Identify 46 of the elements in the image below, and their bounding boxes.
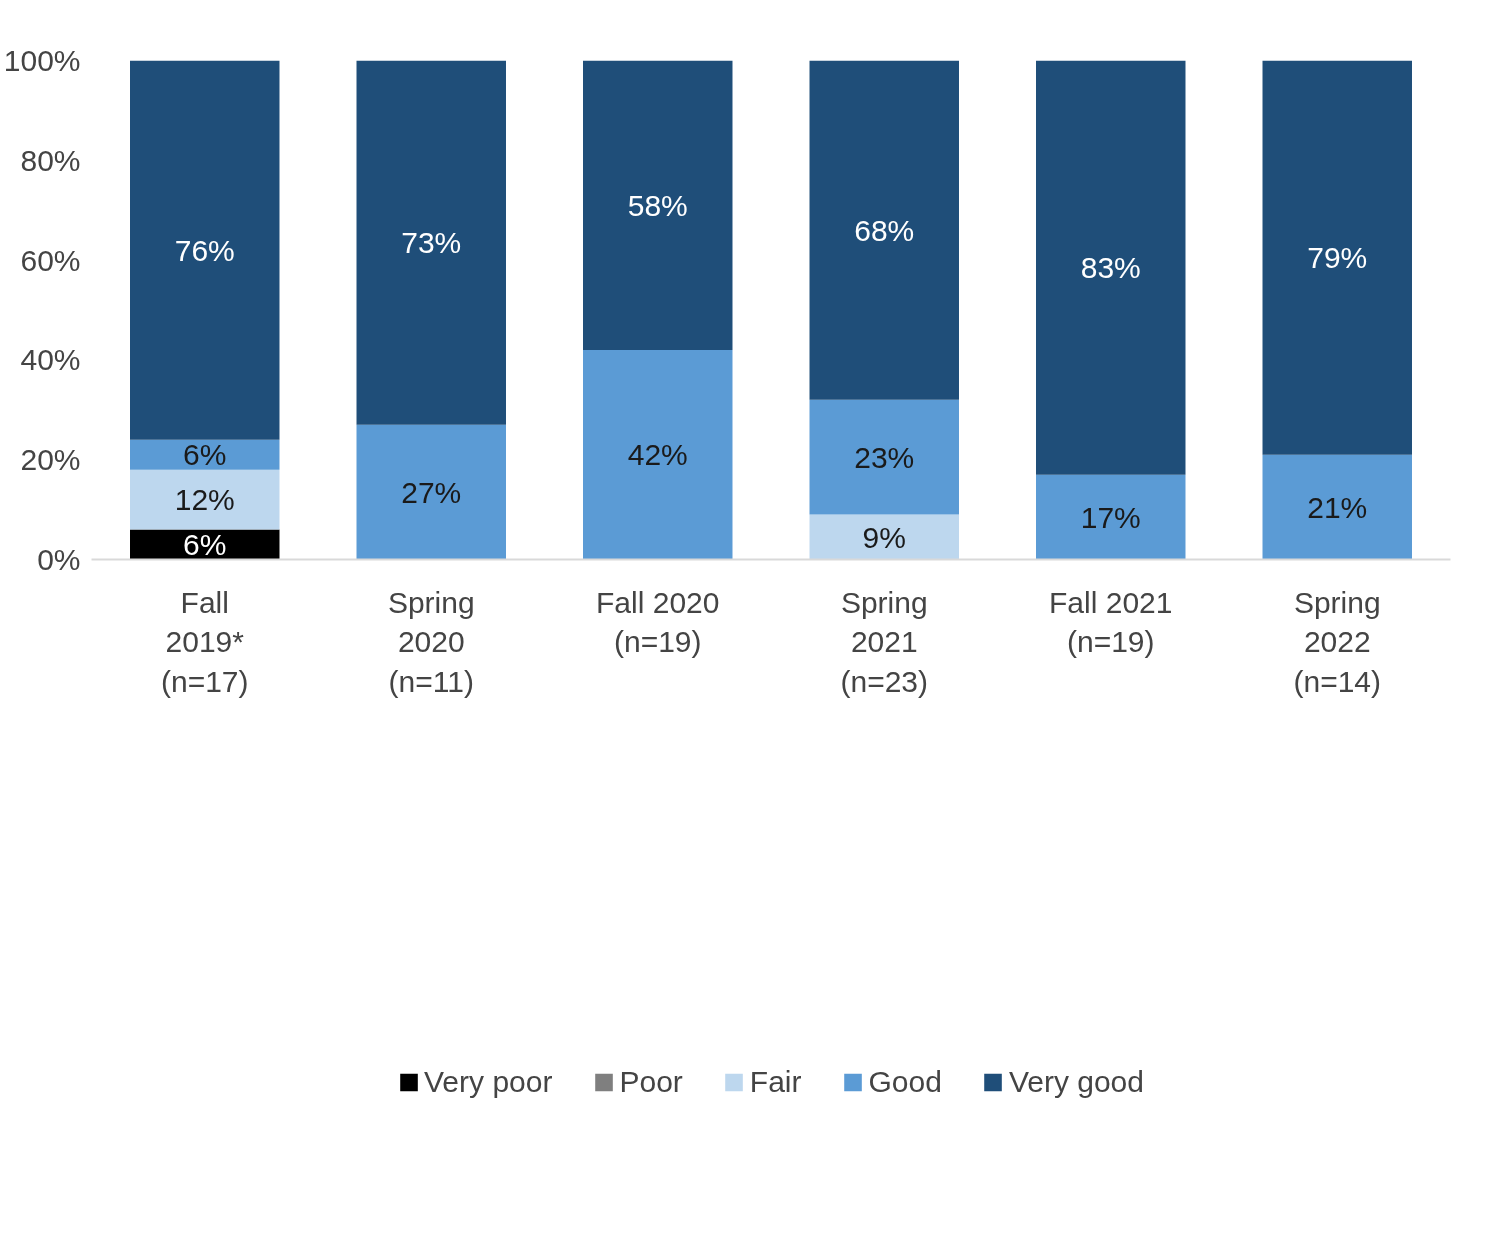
bar (1262, 60, 1412, 455)
y-tick-label: 80% (20, 143, 81, 177)
data-label: 68% (854, 213, 915, 247)
legend-label: Poor (619, 1064, 683, 1099)
legend-label: Very good (1008, 1064, 1144, 1099)
data-label: 76% (174, 233, 235, 267)
data-label: 17% (1080, 500, 1141, 534)
data-label: 83% (1080, 251, 1141, 285)
data-label: 12% (174, 483, 235, 517)
bar (809, 60, 959, 400)
bar (130, 439, 280, 470)
bar (356, 60, 506, 425)
bar (809, 399, 959, 515)
y-tick-label: 100% (3, 44, 81, 77)
bar (1262, 454, 1412, 560)
legend-label: Fair (749, 1064, 802, 1099)
data-label: 23% (854, 440, 915, 474)
bar (1036, 474, 1186, 560)
data-label: 42% (627, 438, 688, 472)
y-tick-label: 0% (37, 543, 81, 576)
x-tick-label: Fall 2021 (n=19) (1049, 585, 1173, 659)
data-label: 21% (1307, 490, 1368, 524)
data-label: 79% (1307, 241, 1368, 275)
data-label: 73% (401, 226, 462, 260)
data-label: 6% (183, 528, 227, 562)
data-label: 58% (627, 188, 688, 222)
bar (130, 60, 280, 440)
bar (583, 349, 733, 560)
x-tick-label: Spring 2020 (n=11) (387, 585, 475, 698)
legend-label: Very poor (424, 1064, 553, 1099)
x-tick-label: Spring 2021 (n=23) (840, 585, 929, 698)
bar (356, 424, 506, 560)
y-tick-label: 40% (20, 343, 81, 377)
data-label: 6% (183, 438, 227, 472)
y-tick-label: 20% (20, 443, 81, 477)
x-tick-label: Fall 2020 (n=19) (596, 585, 720, 659)
bar (809, 514, 959, 560)
bar (1036, 60, 1186, 475)
bar (583, 60, 733, 350)
legend-label: Good (868, 1064, 942, 1099)
y-tick-label: 60% (20, 243, 81, 277)
bar (130, 469, 280, 530)
data-label: 9% (862, 520, 906, 554)
x-tick-label: Spring 2022 (n=14) (1293, 585, 1382, 698)
data-label: 27% (401, 475, 462, 509)
x-tick-label: Fall 2019* (n=17) (160, 585, 249, 698)
